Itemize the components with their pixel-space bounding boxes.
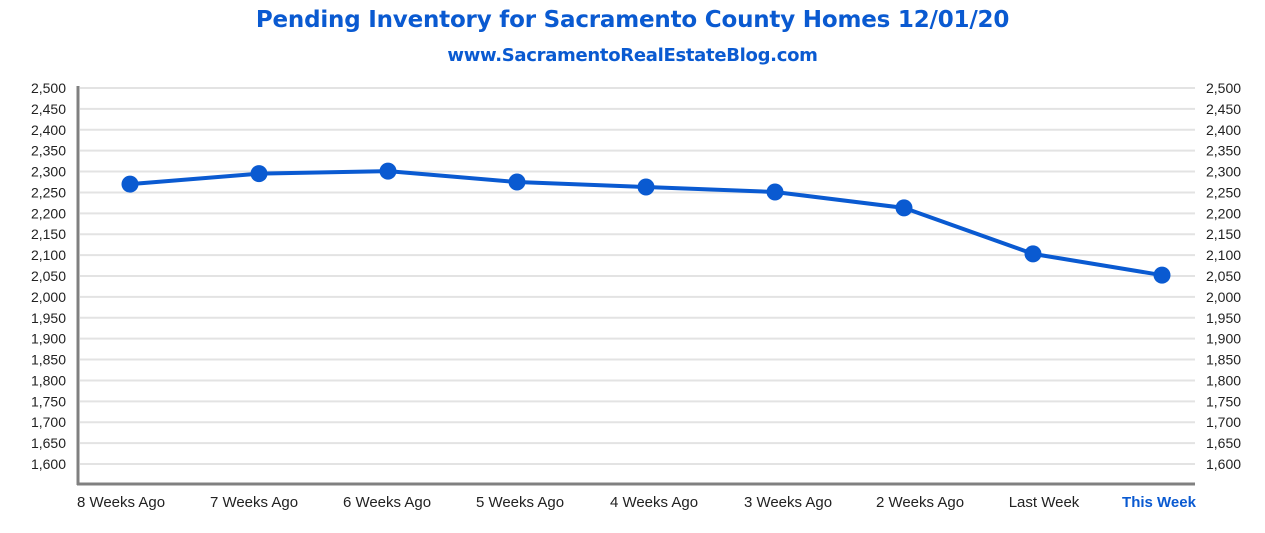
y-tick-label-right: 2,000 (1206, 289, 1241, 305)
y-tick-label-right: 2,450 (1206, 101, 1241, 117)
data-point-6-weeks-ago (379, 162, 397, 180)
data-point-4-weeks-ago (637, 178, 655, 196)
y-tick-label-left: 2,100 (31, 247, 66, 263)
y-tick-label-right: 1,950 (1206, 310, 1241, 326)
y-tick-label-right: 2,300 (1206, 164, 1241, 180)
y-tick-label-left: 1,700 (31, 414, 66, 430)
y-tick-label-left: 1,600 (31, 456, 66, 472)
y-tick-label-right: 1,850 (1206, 352, 1241, 368)
y-tick-label-right: 1,900 (1206, 331, 1241, 347)
y-axis-right-ticks: 1,600 1,650 1,700 1,750 1,800 1,850 1,900 1,950… (1206, 80, 1241, 472)
y-tick-label-left: 1,650 (31, 435, 66, 451)
x-tick-label: 7 Weeks Ago (210, 494, 298, 511)
y-tick-label-left: 2,450 (31, 101, 66, 117)
gridlines (80, 87, 1195, 465)
data-point-8-weeks-ago (121, 175, 139, 193)
data-point-last-week (1024, 245, 1042, 263)
x-tick-label: 2 Weeks Ago (876, 494, 964, 511)
data-point-7-weeks-ago (250, 165, 268, 183)
data-point-5-weeks-ago (508, 173, 526, 191)
y-tick-label-left: 2,150 (31, 226, 66, 242)
chart-title: Pending Inventory for Sacramento County … (255, 7, 1010, 33)
chart-subtitle: www.SacramentoRealEstateBlog.com (447, 45, 818, 66)
x-tick-label: 8 Weeks Ago (77, 494, 165, 511)
y-tick-label-right: 1,650 (1206, 435, 1241, 451)
y-tick-label-left: 2,500 (31, 80, 66, 96)
y-tick-label-right: 2,500 (1206, 80, 1241, 96)
y-tick-label-left: 1,850 (31, 352, 66, 368)
y-tick-label-left: 1,900 (31, 331, 66, 347)
y-tick-label-right: 1,700 (1206, 414, 1241, 430)
y-tick-label-left: 2,200 (31, 205, 66, 221)
y-tick-label-right: 2,150 (1206, 226, 1241, 242)
x-axis-ticks: 8 Weeks Ago 7 Weeks Ago 6 Weeks Ago 5 Weeks… (77, 494, 1197, 511)
y-tick-label-right: 2,350 (1206, 143, 1241, 159)
x-tick-label: 6 Weeks Ago (343, 494, 431, 511)
y-tick-label-left: 1,950 (31, 310, 66, 326)
y-tick-label-left: 2,300 (31, 164, 66, 180)
y-tick-label-right: 1,750 (1206, 393, 1241, 409)
y-tick-label-left: 2,350 (31, 143, 66, 159)
y-tick-label-left: 2,050 (31, 268, 66, 284)
data-points (121, 162, 1171, 284)
x-tick-label: Last Week (1009, 494, 1080, 511)
x-tick-label: 5 Weeks Ago (476, 494, 564, 511)
y-tick-label-right: 1,800 (1206, 372, 1241, 388)
y-tick-label-left: 1,750 (31, 393, 66, 409)
y-tick-label-right: 2,050 (1206, 268, 1241, 284)
y-tick-label-right: 2,200 (1206, 205, 1241, 221)
x-tick-label: 4 Weeks Ago (610, 494, 698, 511)
y-tick-label-right: 2,250 (1206, 184, 1241, 200)
data-point-2-weeks-ago (895, 199, 913, 217)
x-tick-label: 3 Weeks Ago (744, 494, 832, 511)
data-point-this-week (1153, 266, 1171, 284)
y-tick-label-right: 1,600 (1206, 456, 1241, 472)
data-point-3-weeks-ago (766, 183, 784, 201)
y-tick-label-right: 2,100 (1206, 247, 1241, 263)
y-tick-label-left: 2,400 (31, 122, 66, 138)
x-tick-label: This Week (1122, 494, 1197, 511)
y-tick-label-left: 2,250 (31, 184, 66, 200)
y-tick-label-right: 2,400 (1206, 122, 1241, 138)
y-tick-label-left: 2,000 (31, 289, 66, 305)
y-tick-label-left: 1,800 (31, 372, 66, 388)
y-axis-left-ticks: 1,600 1,650 1,700 1,750 1,800 1,850 1,900 1,950… (31, 80, 66, 472)
